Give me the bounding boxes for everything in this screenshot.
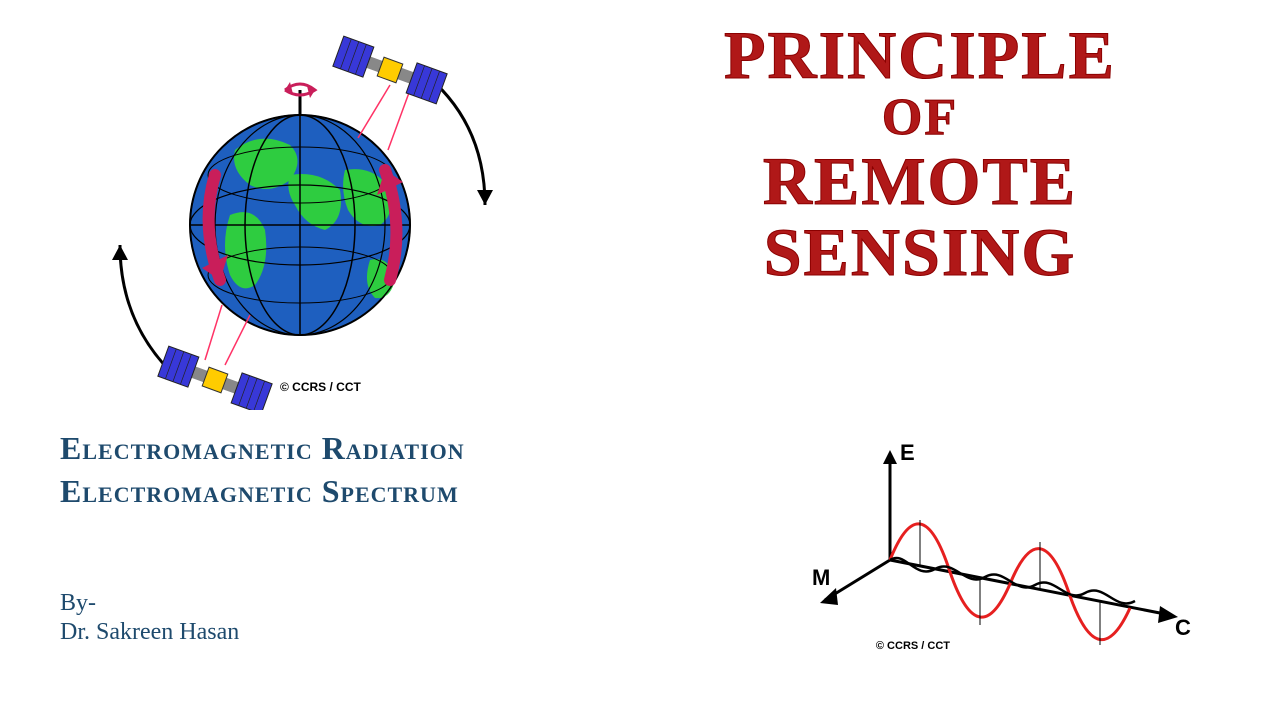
credit-wave: © CCRS / CCT <box>876 640 950 652</box>
m-axis-label: M <box>812 565 830 590</box>
main-title: Principle of Remote Sensing <box>640 20 1200 289</box>
byline: By- Dr. Sakreen Hasan <box>60 590 239 646</box>
credit-earth: © CCRS / CCT <box>280 380 361 394</box>
em-wave-diagram: E M C <box>810 430 1210 670</box>
subtitle-line-1: Electromagnetic Radiation <box>60 430 680 467</box>
globe-icon <box>190 115 410 335</box>
e-axis-label: E <box>900 440 915 465</box>
title-line-4: Sensing <box>640 217 1200 288</box>
author-name: Dr. Sakreen Hasan <box>60 619 239 646</box>
by-label: By- <box>60 590 239 617</box>
subtitle-block: Electromagnetic Radiation Electromagneti… <box>60 430 680 516</box>
satellite-bottom-icon <box>158 346 272 410</box>
earth-orbit-diagram <box>90 30 510 410</box>
satellite-top-icon <box>333 36 447 104</box>
c-axis-label: C <box>1175 615 1191 640</box>
title-line-2: of <box>640 91 1200 146</box>
subtitle-line-2: Electromagnetic Spectrum <box>60 473 680 510</box>
title-line-1: Principle <box>640 20 1200 91</box>
title-line-3: Remote <box>640 146 1200 217</box>
